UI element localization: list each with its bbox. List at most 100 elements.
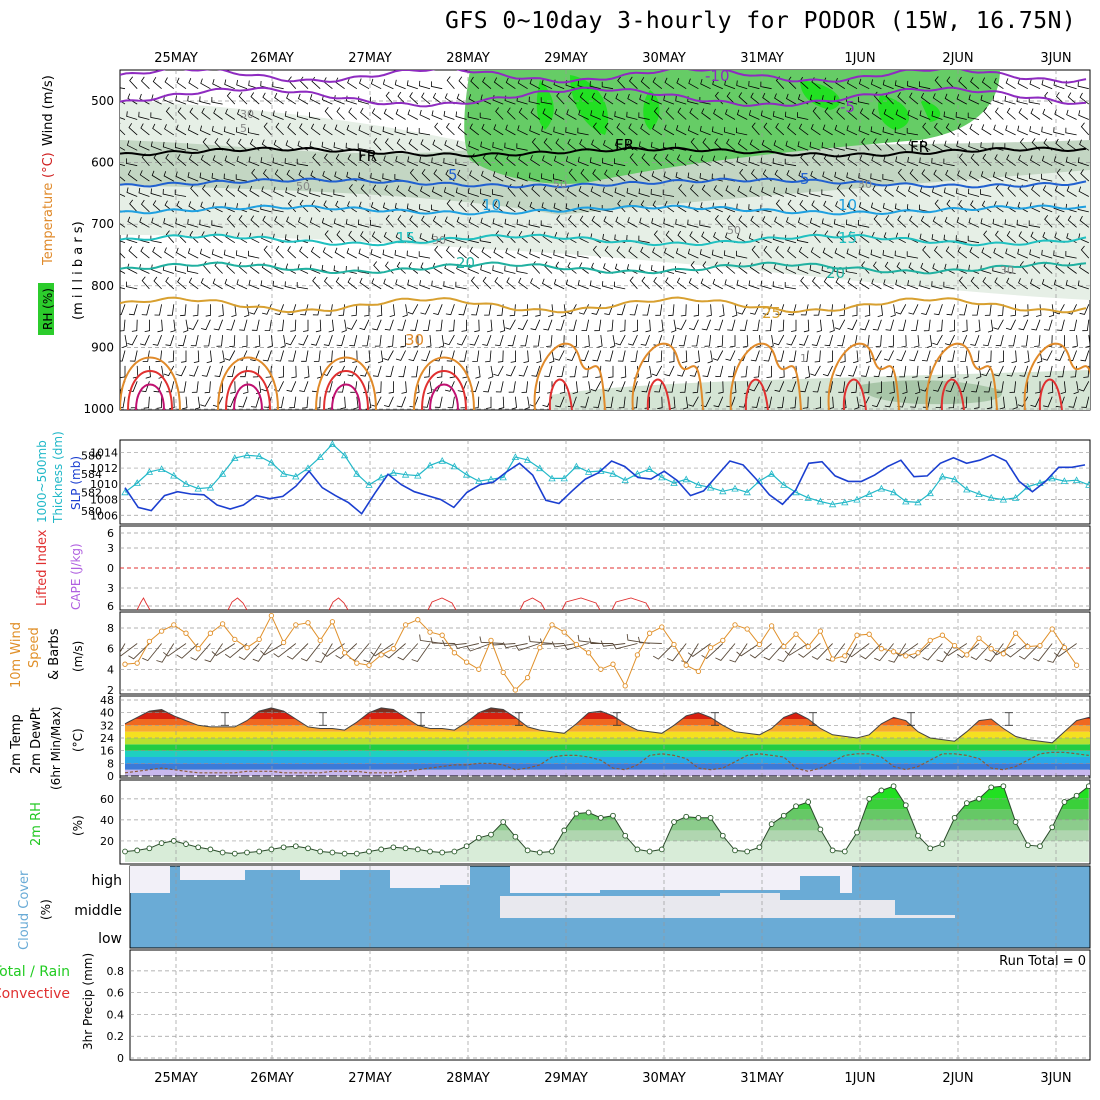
- wind-barb: [140, 123, 150, 136]
- wind10m-barb: [1018, 643, 1041, 660]
- wind-barb: [918, 81, 931, 90]
- wind-barb: [199, 96, 211, 105]
- wind-barb: [265, 365, 272, 378]
- wind10m-barb: [442, 640, 467, 647]
- wind-barb: [470, 76, 480, 89]
- wind-barb: [1024, 350, 1030, 364]
- wind-barb: [419, 156, 431, 167]
- wind-barb: [835, 201, 846, 213]
- wind-barb: [498, 396, 505, 410]
- wind-barb: [641, 276, 650, 290]
- wind-barb: [787, 246, 797, 259]
- wind-barb: [640, 123, 650, 136]
- wind-barb: [603, 381, 614, 392]
- wind-barb: [286, 93, 297, 105]
- wind-barb: [568, 319, 577, 331]
- wind-barb: [261, 186, 272, 197]
- wind-barb: [613, 158, 626, 167]
- lifted-index-segment: [427, 597, 457, 611]
- wind-barb: [810, 365, 821, 376]
- wind-barb: [443, 157, 455, 167]
- wind-barb: [1034, 335, 1041, 347]
- wind-barb: [167, 304, 175, 316]
- wind-barb: [959, 304, 968, 316]
- thickness-point: [499, 473, 507, 481]
- wind-barb: [882, 173, 894, 182]
- wind-barb: [788, 304, 797, 316]
- rh-point: [1012, 819, 1019, 825]
- wind-barb: [312, 304, 321, 316]
- wind-barb: [801, 350, 809, 362]
- wind-barb: [120, 223, 126, 228]
- pressure-tick-label: 600: [91, 156, 114, 170]
- wind-barb: [401, 381, 407, 394]
- wind10m-barb: [943, 643, 968, 657]
- wind-barb: [687, 172, 699, 182]
- wind-barb: [456, 140, 467, 151]
- wind-barb: [993, 319, 1004, 330]
- wind-barb: [260, 280, 272, 290]
- wind-barb: [946, 199, 955, 213]
- wind-barb: [407, 279, 418, 290]
- wind-barb: [652, 124, 663, 136]
- wind-barb: [469, 334, 480, 346]
- wind-barb: [980, 171, 992, 182]
- wind-barb: [531, 184, 541, 197]
- cloud-clear-high: [245, 866, 300, 870]
- wind-barb: [457, 246, 467, 259]
- cloud-level-label: middle: [74, 903, 122, 919]
- wind-barb: [224, 278, 235, 290]
- wind-barb: [267, 335, 273, 348]
- wind-barb: [397, 91, 406, 105]
- wind-barb: [518, 277, 528, 290]
- wind-barb: [1067, 262, 1077, 274]
- wind-barb: [469, 246, 480, 259]
- rh-point: [280, 844, 287, 851]
- wind-barb: [800, 276, 809, 290]
- wind-barb: [1078, 186, 1089, 197]
- wind-barb: [519, 184, 528, 197]
- wind-barb: [919, 110, 931, 120]
- wind-speed-point: [939, 632, 946, 638]
- wind-barb: [689, 108, 699, 120]
- slp-tick-label: 1012: [90, 462, 118, 475]
- wind-barb: [164, 124, 175, 136]
- wind-barb: [433, 304, 443, 315]
- wind-barb: [370, 125, 382, 136]
- wind10m-barb: [992, 643, 1016, 656]
- wind-barb: [786, 216, 797, 228]
- wind-barb: [482, 77, 492, 90]
- wind-barb: [479, 188, 492, 197]
- wind-barb: [618, 396, 626, 409]
- temp-tick-label: 48: [100, 694, 114, 707]
- wind-barb: [566, 109, 577, 120]
- wind-barb: [968, 141, 980, 151]
- wind10m-barb: [1032, 643, 1053, 662]
- wind-barb: [467, 111, 479, 120]
- wind-barb: [968, 264, 980, 274]
- wind-barb: [496, 304, 504, 316]
- wind-barb: [711, 126, 723, 136]
- wind-barb: [827, 350, 833, 363]
- wind-barb: [1054, 185, 1065, 197]
- wind-barb: [284, 281, 296, 290]
- wind-barb: [895, 279, 906, 290]
- wind-barb: [298, 93, 309, 105]
- thickness-point: [365, 481, 373, 488]
- isotherm-loop: [548, 378, 573, 410]
- wind-barb: [883, 350, 894, 361]
- wind-barb: [809, 141, 821, 151]
- wind-barb: [1019, 365, 1029, 377]
- wind-barb: [937, 365, 944, 379]
- wind-barb: [187, 124, 199, 136]
- wind-barb: [1053, 203, 1065, 213]
- wind-barb: [507, 335, 516, 347]
- wind-barb: [992, 171, 1004, 182]
- wind-barb: [373, 138, 382, 151]
- wind-barb: [175, 218, 187, 228]
- wind10m-barb: [701, 643, 724, 660]
- wind-barb: [518, 107, 528, 120]
- wind-barb: [191, 381, 199, 393]
- wind-barb: [421, 350, 431, 362]
